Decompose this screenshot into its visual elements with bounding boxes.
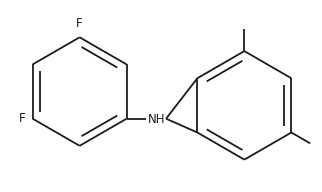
Text: F: F: [19, 112, 26, 125]
Text: F: F: [76, 17, 83, 30]
Text: NH: NH: [147, 113, 165, 126]
